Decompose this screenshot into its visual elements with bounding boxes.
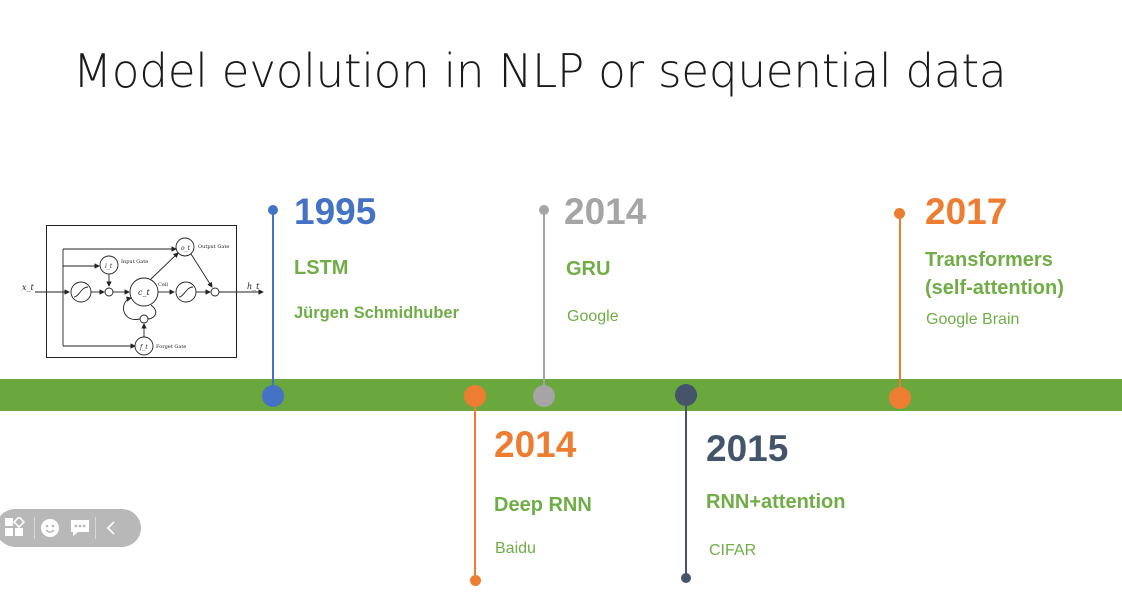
milestone-2015-year: 2015 [706, 428, 789, 469]
milestone-deeprnn-year: 2014 [494, 424, 577, 465]
layout-grid-icon [5, 517, 26, 536]
collapse-toolbar-button[interactable] [96, 509, 126, 547]
toolbar-separator [95, 517, 96, 539]
milestone-gru-year: 2014 [564, 191, 647, 232]
milestone-2015-model: RNN+attention [706, 491, 846, 513]
lstm-input-gate-symbol: i_t [105, 263, 113, 270]
lstm-input-gate-label: Input Gate [121, 259, 148, 265]
lstm-diagram-svg: x_t h_t i_t Input Gate o_t Output Gate f… [22, 237, 264, 356]
emoji-icon [41, 519, 59, 537]
emoji-button[interactable] [35, 509, 65, 547]
toolbar-separator [34, 517, 35, 539]
milestone-1995-year: 1995 [294, 191, 377, 232]
milestone-gru-author: Google [567, 308, 619, 325]
milestone-deeprnn-model: Deep RNN [494, 494, 592, 516]
milestone-gru-stem [543, 210, 545, 396]
lstm-diagram: x_t h_t i_t Input Gate o_t Output Gate f… [22, 225, 264, 358]
milestone-2015-marker [675, 384, 697, 406]
lstm-forget-gate-label: Forget Gate [156, 344, 186, 350]
milestone-1995-model: LSTM [294, 257, 349, 279]
milestone-2017-model-line1: Transformers [925, 249, 1053, 271]
lstm-forget-gate-symbol: f_t [139, 344, 148, 351]
milestone-1995-top-dot [268, 205, 278, 215]
milestone-deeprnn-bottom-dot [470, 575, 481, 586]
slide-title: Model evolution in NLP or sequential dat… [73, 44, 1007, 98]
milestone-gru-model: GRU [566, 258, 611, 280]
chat-button[interactable] [65, 509, 95, 547]
timeline-band [0, 379, 1122, 411]
milestone-2017-author: Google Brain [926, 311, 1020, 328]
milestone-deeprnn-stem [474, 395, 476, 580]
milestone-deeprnn-marker [464, 385, 486, 407]
milestone-2015-stem [685, 395, 687, 578]
milestone-2015-bottom-dot [681, 573, 691, 583]
milestone-2017-stem [899, 213, 901, 398]
milestone-2017-year: 2017 [925, 191, 1008, 232]
milestone-1995-author: Jürgen Schmidhuber [294, 304, 460, 322]
milestone-1995-stem [272, 210, 274, 396]
chevron-left-icon [106, 521, 115, 535]
milestone-deeprnn-author: Baidu [495, 540, 536, 557]
milestone-1995-marker [262, 385, 284, 407]
lstm-xt-label: x_t [22, 283, 35, 292]
milestone-gru-top-dot [539, 205, 549, 215]
presenter-toolbar [0, 509, 141, 547]
milestone-2017-top-dot [894, 208, 905, 219]
milestone-2015-author: CIFAR [709, 542, 757, 559]
lstm-ht-label: h_t [247, 282, 260, 291]
chat-icon [71, 520, 89, 536]
milestone-gru-marker [533, 385, 555, 407]
lstm-cell-symbol: c_t [138, 288, 150, 297]
lstm-output-gate-symbol: o_t [181, 245, 191, 252]
milestone-2017-model-line2: (self-attention) [925, 277, 1064, 299]
lstm-cell-label: Cell [158, 282, 168, 288]
milestone-2017-marker [889, 387, 911, 409]
lstm-output-gate-label: Output Gate [198, 244, 229, 250]
layout-grid-button[interactable] [0, 509, 34, 547]
